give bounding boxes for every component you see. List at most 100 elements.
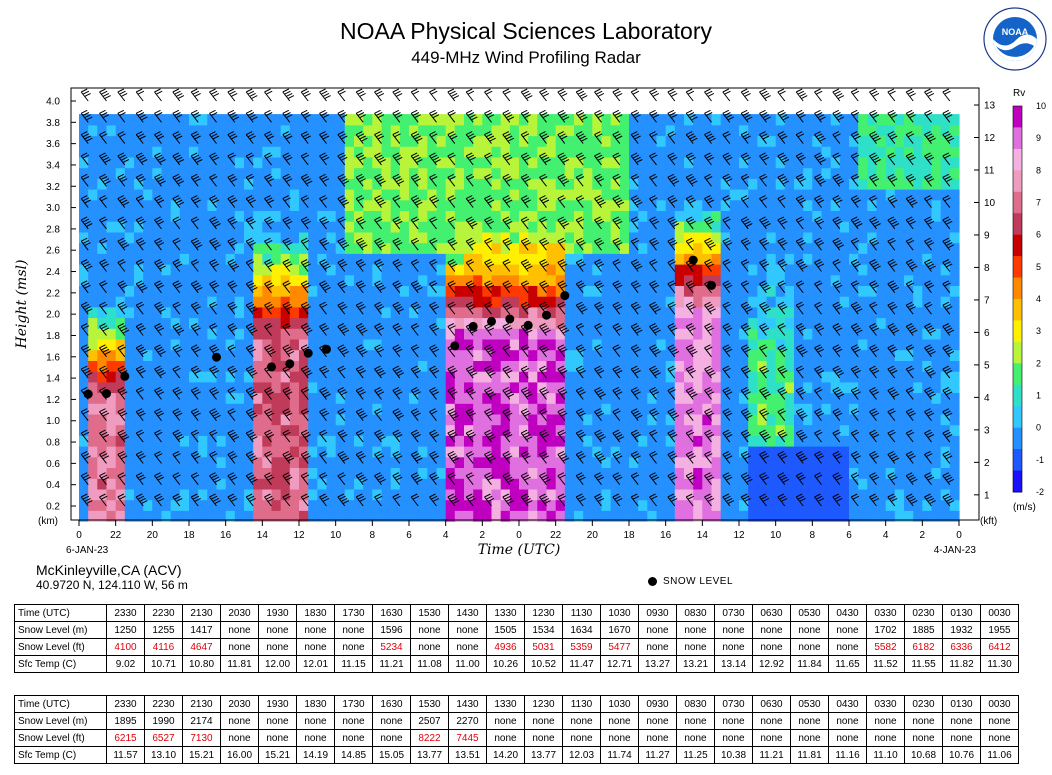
table-cell: 1030 bbox=[600, 695, 639, 713]
row-label: Snow Level (m) bbox=[14, 621, 107, 639]
table-cell: none bbox=[448, 638, 487, 656]
y-left-unit: (km) bbox=[38, 516, 58, 527]
colorbar-tick-label: 6 bbox=[1036, 230, 1041, 240]
table-cell: none bbox=[296, 638, 335, 656]
x-tick-label: 0 bbox=[76, 530, 82, 541]
table-cell: 0030 bbox=[980, 695, 1019, 713]
table-cell: 11.65 bbox=[828, 655, 867, 673]
table-cell: 0230 bbox=[904, 604, 943, 622]
table-cell: 0130 bbox=[942, 604, 981, 622]
table-cell: none bbox=[828, 621, 867, 639]
table-cell: none bbox=[258, 638, 297, 656]
table-cell: 15.21 bbox=[182, 746, 221, 764]
table-cell: 10.76 bbox=[942, 746, 981, 764]
table-cell: 0630 bbox=[752, 604, 791, 622]
table-cell: none bbox=[904, 729, 943, 747]
table-cell: 12.03 bbox=[562, 746, 601, 764]
table-cell: none bbox=[410, 621, 449, 639]
x-tick-label: 6 bbox=[846, 530, 852, 541]
table-cell: none bbox=[524, 729, 563, 747]
snow-level-point bbox=[120, 371, 130, 381]
row-label: Sfc Temp (C) bbox=[14, 746, 107, 764]
x-start-date: 6-JAN-23 bbox=[66, 545, 109, 556]
y-left-tick-label: 3.6 bbox=[46, 139, 60, 150]
table-cell: 1250 bbox=[106, 621, 145, 639]
chart-axes: 0.2 0.4 0.6 0.8 1.0 1.2 1.4 1.6 1.8 2.0 2.2 2.4 2.6 2… bbox=[14, 97, 997, 559]
table-cell: 0530 bbox=[790, 695, 829, 713]
table-cell: 11.00 bbox=[448, 655, 487, 673]
x-tick-label: 10 bbox=[330, 530, 342, 541]
table-cell: 1596 bbox=[372, 621, 411, 639]
colorbar-tick-label: 4 bbox=[1036, 294, 1041, 304]
table-cell: 13.10 bbox=[144, 746, 183, 764]
table-cell: none bbox=[942, 712, 981, 730]
table-cell: none bbox=[638, 621, 677, 639]
table-row: Snow Level (m) 1895 1990 2174 none none none no… bbox=[14, 712, 1019, 730]
snow-level-point bbox=[560, 291, 570, 301]
table-cell: 2030 bbox=[220, 604, 259, 622]
snow-level-point bbox=[468, 321, 478, 331]
table-cell: none bbox=[296, 729, 335, 747]
table-cell: 1885 bbox=[904, 621, 943, 639]
table-cell: 0330 bbox=[866, 604, 905, 622]
table-cell: 10.38 bbox=[714, 746, 753, 764]
y-left-tick-label: 1.4 bbox=[46, 374, 60, 385]
colorbar-tick-label: 10 bbox=[1036, 101, 1046, 111]
y-left-tick-label: 1.6 bbox=[46, 352, 60, 363]
table-cell: 11.47 bbox=[562, 655, 601, 673]
table-cell: 1534 bbox=[524, 621, 563, 639]
y-left-tick-label: 0.2 bbox=[46, 502, 60, 513]
table-cell: 11.16 bbox=[828, 746, 867, 764]
table-cell: 10.26 bbox=[486, 655, 525, 673]
table-cell: none bbox=[980, 712, 1019, 730]
table-cell: 10.52 bbox=[524, 655, 563, 673]
table-cell: none bbox=[714, 729, 753, 747]
table-cell: none bbox=[942, 729, 981, 747]
x-tick-label: 0 bbox=[956, 530, 962, 541]
table-cell: 1505 bbox=[486, 621, 525, 639]
table-cell: none bbox=[334, 729, 373, 747]
x-tick-label: 8 bbox=[370, 530, 376, 541]
snow-level-legend: SNOW LEVEL bbox=[648, 576, 733, 587]
table-cell: 4100 bbox=[106, 638, 145, 656]
table-cell: 11.52 bbox=[866, 655, 905, 673]
table-cell: 1955 bbox=[980, 621, 1019, 639]
table-cell: 1830 bbox=[296, 604, 335, 622]
table-cell: none bbox=[752, 638, 791, 656]
table-cell: 13.27 bbox=[638, 655, 677, 673]
snow-level-table-2: Time (UTC) 2330 2230 2130 2030 1930 1830 1730 16… bbox=[14, 695, 1019, 764]
table-cell: none bbox=[676, 712, 715, 730]
table-row: Time (UTC) 2330 2230 2130 2030 1930 1830 1730 16… bbox=[14, 604, 1019, 622]
table-cell: 11.15 bbox=[334, 655, 373, 673]
table-cell: none bbox=[752, 621, 791, 639]
table-cell: 1634 bbox=[562, 621, 601, 639]
table-cell: 14.19 bbox=[296, 746, 335, 764]
x-tick-label: 12 bbox=[293, 530, 305, 541]
table-cell: none bbox=[448, 621, 487, 639]
table-cell: 11.25 bbox=[676, 746, 715, 764]
table-cell: none bbox=[600, 712, 639, 730]
table-cell: 10.80 bbox=[182, 655, 221, 673]
row-label: Snow Level (ft) bbox=[14, 638, 107, 656]
x-tick-label: 22 bbox=[550, 530, 562, 541]
y-right-unit: (kft) bbox=[980, 516, 997, 527]
table-cell: 10.71 bbox=[144, 655, 183, 673]
table-cell: 16.00 bbox=[220, 746, 259, 764]
y-right-tick-label: 3 bbox=[984, 425, 990, 436]
table-cell: 2230 bbox=[144, 695, 183, 713]
y-left-tick-label: 2.2 bbox=[46, 288, 60, 299]
table-cell: none bbox=[676, 729, 715, 747]
table-cell: 0230 bbox=[904, 695, 943, 713]
table-cell: none bbox=[866, 712, 905, 730]
station-name: McKinleyville,CA (ACV) bbox=[36, 562, 182, 578]
table-cell: 12.71 bbox=[600, 655, 639, 673]
y-left-tick-label: 4.0 bbox=[46, 97, 60, 108]
table-cell: 11.08 bbox=[410, 655, 449, 673]
x-tick-label: 14 bbox=[257, 530, 269, 541]
table-cell: none bbox=[524, 712, 563, 730]
page-subtitle: 449-MHz Wind Profiling Radar bbox=[411, 48, 641, 67]
table-cell: none bbox=[372, 712, 411, 730]
table-cell: 2270 bbox=[448, 712, 487, 730]
table-cell: 2330 bbox=[106, 695, 145, 713]
table-cell: 7130 bbox=[182, 729, 221, 747]
